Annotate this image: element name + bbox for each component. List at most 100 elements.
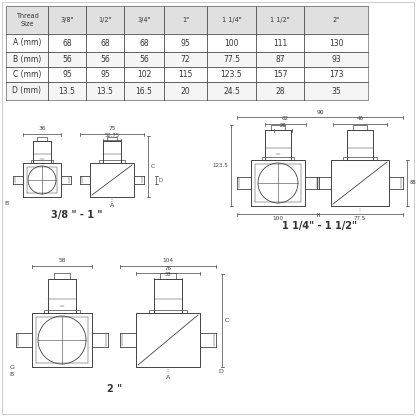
- Text: 3/8": 3/8": [60, 17, 74, 23]
- Text: 76: 76: [164, 265, 171, 270]
- Bar: [31, 160, 53, 163]
- Polygon shape: [6, 6, 48, 34]
- Text: 13.5: 13.5: [97, 87, 114, 96]
- Text: 93: 93: [331, 55, 341, 64]
- Text: 16.5: 16.5: [136, 87, 152, 96]
- Text: 1": 1": [182, 17, 189, 23]
- Text: 95: 95: [100, 70, 110, 79]
- Polygon shape: [256, 52, 304, 67]
- Text: D: D: [158, 178, 163, 183]
- Text: 62: 62: [282, 116, 289, 121]
- Polygon shape: [304, 52, 368, 67]
- Text: 130: 130: [329, 39, 343, 47]
- Text: C: C: [225, 318, 229, 323]
- Text: 68: 68: [100, 39, 110, 47]
- Text: 28: 28: [280, 123, 286, 128]
- Text: 28: 28: [275, 87, 285, 96]
- Text: 24.5: 24.5: [223, 87, 240, 96]
- Text: 72: 72: [181, 55, 190, 64]
- Text: 1 1/2": 1 1/2": [270, 17, 290, 23]
- Text: D (mm): D (mm): [12, 87, 42, 96]
- Text: 68: 68: [62, 39, 72, 47]
- Polygon shape: [6, 67, 48, 82]
- Polygon shape: [207, 52, 256, 67]
- Polygon shape: [164, 82, 207, 100]
- Polygon shape: [164, 6, 207, 34]
- Polygon shape: [164, 34, 207, 52]
- Polygon shape: [86, 52, 124, 67]
- Text: 100: 100: [224, 39, 239, 47]
- Text: G: G: [9, 365, 14, 370]
- Text: A (mm): A (mm): [13, 39, 41, 47]
- Bar: [44, 310, 80, 313]
- Text: A: A: [110, 203, 114, 208]
- Polygon shape: [124, 34, 164, 52]
- Text: 3/4": 3/4": [137, 17, 151, 23]
- Text: 13.5: 13.5: [59, 87, 75, 96]
- Text: 157: 157: [273, 70, 287, 79]
- Text: C (mm): C (mm): [13, 70, 41, 79]
- Polygon shape: [304, 82, 368, 100]
- Text: 3/8 " - 1 ": 3/8 " - 1 ": [51, 210, 103, 220]
- Text: 123.5: 123.5: [220, 70, 242, 79]
- Polygon shape: [124, 6, 164, 34]
- Text: 52.75: 52.75: [104, 133, 119, 138]
- Text: B: B: [10, 372, 14, 377]
- Polygon shape: [6, 34, 48, 52]
- Bar: [99, 160, 125, 163]
- Polygon shape: [6, 82, 48, 100]
- Polygon shape: [48, 67, 86, 82]
- Polygon shape: [124, 82, 164, 100]
- Text: 20: 20: [181, 87, 190, 96]
- Text: 95: 95: [62, 70, 72, 79]
- Polygon shape: [48, 82, 86, 100]
- Text: C: C: [151, 164, 155, 169]
- Text: B (mm): B (mm): [13, 55, 41, 64]
- Text: 111: 111: [273, 39, 287, 47]
- Text: 75: 75: [108, 126, 116, 131]
- Text: 2": 2": [332, 17, 339, 23]
- Text: 58: 58: [58, 258, 66, 263]
- Text: 102: 102: [137, 70, 151, 79]
- Text: 2 ": 2 ": [107, 384, 123, 394]
- Polygon shape: [304, 6, 368, 34]
- Text: 36: 36: [38, 126, 46, 131]
- Text: 1 1/4": 1 1/4": [222, 17, 241, 23]
- Polygon shape: [48, 52, 86, 67]
- Text: 87: 87: [275, 55, 285, 64]
- Text: 56: 56: [100, 55, 110, 64]
- Text: D: D: [218, 369, 223, 374]
- Bar: [149, 310, 187, 313]
- Text: 90: 90: [316, 109, 324, 114]
- Text: 77.5: 77.5: [354, 216, 366, 221]
- Polygon shape: [86, 67, 124, 82]
- Polygon shape: [164, 52, 207, 67]
- Polygon shape: [256, 67, 304, 82]
- Polygon shape: [207, 82, 256, 100]
- Text: 46: 46: [357, 116, 364, 121]
- Text: 123.5: 123.5: [213, 163, 228, 168]
- Polygon shape: [207, 6, 256, 34]
- Polygon shape: [164, 67, 207, 82]
- Polygon shape: [207, 67, 256, 82]
- Polygon shape: [86, 6, 124, 34]
- Text: 100: 100: [272, 216, 284, 221]
- Bar: [262, 157, 294, 160]
- Text: 1/2": 1/2": [98, 17, 112, 23]
- Polygon shape: [304, 67, 368, 82]
- Text: 104: 104: [162, 258, 173, 263]
- Text: 35: 35: [331, 87, 341, 96]
- Polygon shape: [256, 34, 304, 52]
- Text: 173: 173: [329, 70, 343, 79]
- Text: 77.5: 77.5: [223, 55, 240, 64]
- Polygon shape: [304, 34, 368, 52]
- Text: B: B: [5, 201, 9, 206]
- Polygon shape: [207, 34, 256, 52]
- Polygon shape: [48, 34, 86, 52]
- Text: 88.5: 88.5: [409, 181, 416, 186]
- Polygon shape: [124, 67, 164, 82]
- Polygon shape: [48, 6, 86, 34]
- Polygon shape: [86, 82, 124, 100]
- Polygon shape: [256, 6, 304, 34]
- Polygon shape: [6, 52, 48, 67]
